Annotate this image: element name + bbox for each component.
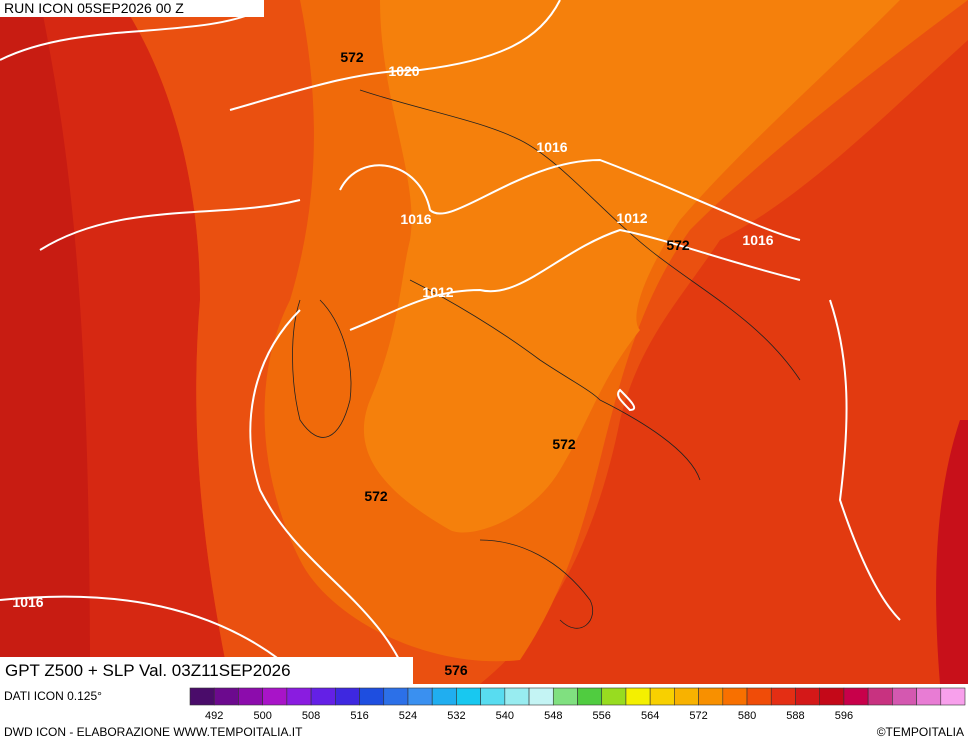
contour-label: 1016 (12, 594, 43, 610)
colorbar-swatch (746, 687, 772, 706)
colorbar-label: 588 (786, 710, 804, 722)
colorbar-label: 572 (689, 710, 707, 722)
contour-label: 572 (552, 436, 576, 452)
colorbar-swatch (504, 687, 530, 706)
colorbar-swatch (843, 687, 869, 706)
colorbar-swatch (383, 687, 409, 706)
contour-label: 1012 (616, 210, 647, 226)
contour-label: 1016 (400, 211, 431, 227)
title-box (0, 657, 413, 684)
colorbar-swatch (770, 687, 796, 706)
colorbar-label: 596 (835, 710, 853, 722)
colorbar-label: 556 (593, 710, 611, 722)
colorbar-swatch (819, 687, 845, 706)
data-source: DATI ICON 0.125° (4, 689, 102, 703)
isobars (0, 0, 901, 685)
colorbar-label: 508 (302, 710, 320, 722)
colorbar-swatch (722, 687, 748, 706)
colorbar-swatch (577, 687, 603, 706)
colorbar-swatch (795, 687, 820, 706)
colorbar-swatch (262, 687, 288, 706)
colorbar-swatch (892, 687, 917, 706)
colorbar-label: 580 (738, 710, 756, 722)
run-label: RUN ICON 05SEP2026 00 Z (4, 0, 184, 16)
colorbar-swatch (649, 687, 675, 706)
run-box (0, 0, 264, 17)
contour-label: 572 (340, 49, 364, 65)
colorbar-swatch (601, 687, 627, 706)
contour-label: 1012 (422, 284, 453, 300)
colorbar-swatch (335, 687, 360, 706)
contour-label: 572 (666, 237, 690, 253)
colorbar-swatch (310, 687, 336, 706)
contour-label: 1016 (536, 139, 567, 155)
colorbar-label: 500 (253, 710, 271, 722)
credit: DWD ICON - ELABORAZIONE WWW.TEMPOITALIA.… (4, 725, 303, 739)
contour-label: 1016 (742, 232, 773, 248)
colorbar-swatch (431, 687, 457, 706)
colorbar-swatch (286, 687, 312, 706)
colorbar-label: 524 (399, 710, 417, 722)
coastlines (292, 89, 801, 629)
colorbar-swatch (698, 687, 724, 706)
colorbar-label: 516 (350, 710, 368, 722)
colorbar-swatch (407, 687, 433, 706)
colorbar-swatch (916, 687, 942, 706)
map-title: GPT Z500 + SLP Val. 03Z11SEP2026 (5, 661, 291, 680)
map-fill (0, 0, 968, 684)
colorbar-swatch (213, 687, 239, 706)
colorbar-label: 492 (205, 710, 223, 722)
contour-label: 576 (444, 662, 468, 678)
colorbar-swatch (359, 687, 385, 706)
colorbar-label: 564 (641, 710, 659, 722)
colorbar-swatch (625, 687, 651, 706)
colorbar-swatch (528, 687, 554, 706)
colorbar-swatch (189, 687, 215, 706)
colorbar-label: 548 (544, 710, 562, 722)
contour-labels: 572 1020 1016 1016 1012 572 1016 1012 57… (12, 49, 773, 678)
colorbar-swatch (867, 687, 893, 706)
colorbar-label: 540 (496, 710, 514, 722)
colorbar-swatch (674, 687, 699, 706)
colorbar: 492 500 508 516 524 532 540 548 556 564 572 580 588 5… (189, 687, 966, 722)
copyright: ©TEMPOITALIA (877, 725, 964, 739)
contour-label: 572 (364, 488, 388, 504)
colorbar-swatch (480, 687, 506, 706)
contour-label: 1020 (388, 63, 419, 79)
colorbar-swatch (456, 687, 481, 706)
colorbar-swatch (238, 687, 263, 706)
colorbar-swatch (940, 687, 966, 706)
colorbar-label: 532 (447, 710, 465, 722)
colorbar-swatch (552, 687, 578, 706)
